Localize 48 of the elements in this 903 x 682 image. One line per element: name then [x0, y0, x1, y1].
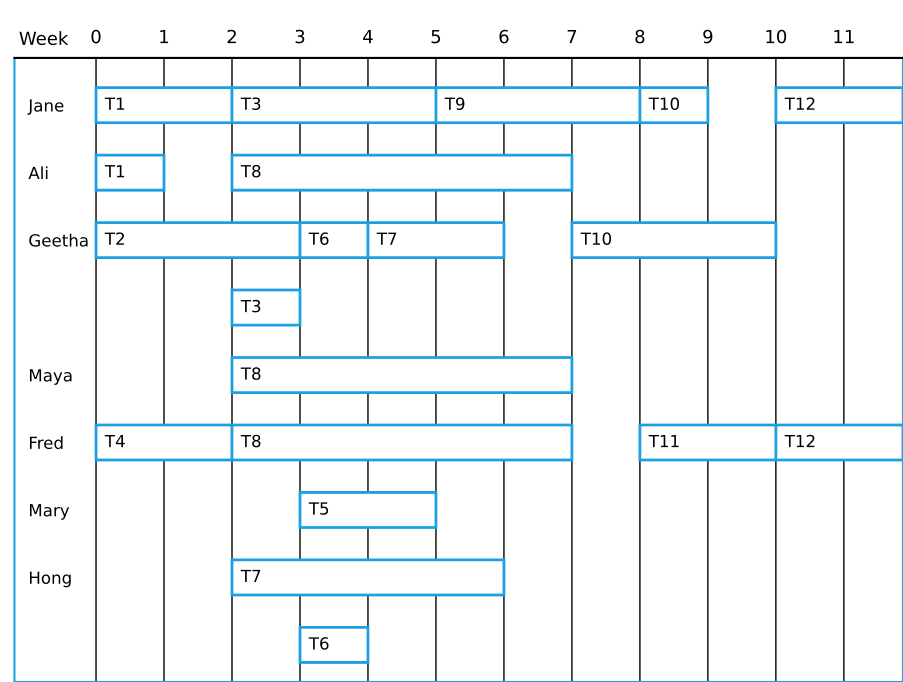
series-label: T10: [580, 232, 612, 245]
x-tick-label: 3: [296, 30, 304, 44]
x-tick-label: 0: [91, 30, 101, 44]
series-label: T11: [648, 434, 679, 448]
series-label: T5: [308, 502, 328, 515]
bar: [230, 154, 574, 192]
series-label: T3: [240, 97, 260, 110]
y-tick-label: Maya: [30, 369, 72, 385]
series-label: T8: [240, 164, 260, 178]
x-tick-label: 1: [160, 30, 168, 44]
x-tick-label: 7: [568, 30, 576, 44]
x-tick-label: 2: [228, 30, 236, 44]
bar: [230, 288, 302, 327]
x-tick-label: 8: [635, 30, 644, 44]
series-label: T1: [104, 98, 124, 110]
text: T8: [240, 434, 260, 448]
bar: [298, 626, 370, 664]
text: T7: [376, 232, 396, 245]
x-tick-label: 6: [499, 30, 509, 44]
y-tick-label: Hong: [30, 572, 71, 588]
bar: [298, 491, 438, 529]
series-label: T6: [308, 232, 329, 245]
x-tick-label: 11: [834, 30, 854, 44]
y-tick-label: Fred: [30, 436, 63, 450]
series-label: T2: [104, 232, 124, 245]
series-label: T12: [784, 97, 814, 110]
y-tick-label: Geetha: [29, 234, 88, 247]
y-tick-label: Mary: [30, 504, 70, 520]
x-tick-label: 4: [363, 30, 373, 44]
bar: [94, 154, 166, 192]
x-axis-title: Week: [19, 31, 68, 46]
text: T12: [784, 434, 814, 448]
x-tick-label: 5: [432, 30, 440, 44]
bar: [230, 356, 574, 394]
text: T10: [648, 97, 680, 110]
y-tick-label: Jane: [27, 99, 64, 115]
bar: [570, 221, 778, 260]
series-label: T4: [104, 434, 125, 448]
text: T8: [240, 367, 260, 380]
x-tick-label: 10: [766, 30, 786, 44]
y-tick-label: Ali: [28, 166, 48, 179]
text: T3: [240, 300, 260, 312]
bar: [230, 558, 506, 596]
text: T1: [104, 165, 124, 178]
series-label: T7: [240, 570, 260, 582]
series-label: T9: [444, 97, 464, 110]
text: T6: [308, 637, 329, 650]
x-tick-label: 9: [703, 30, 712, 44]
